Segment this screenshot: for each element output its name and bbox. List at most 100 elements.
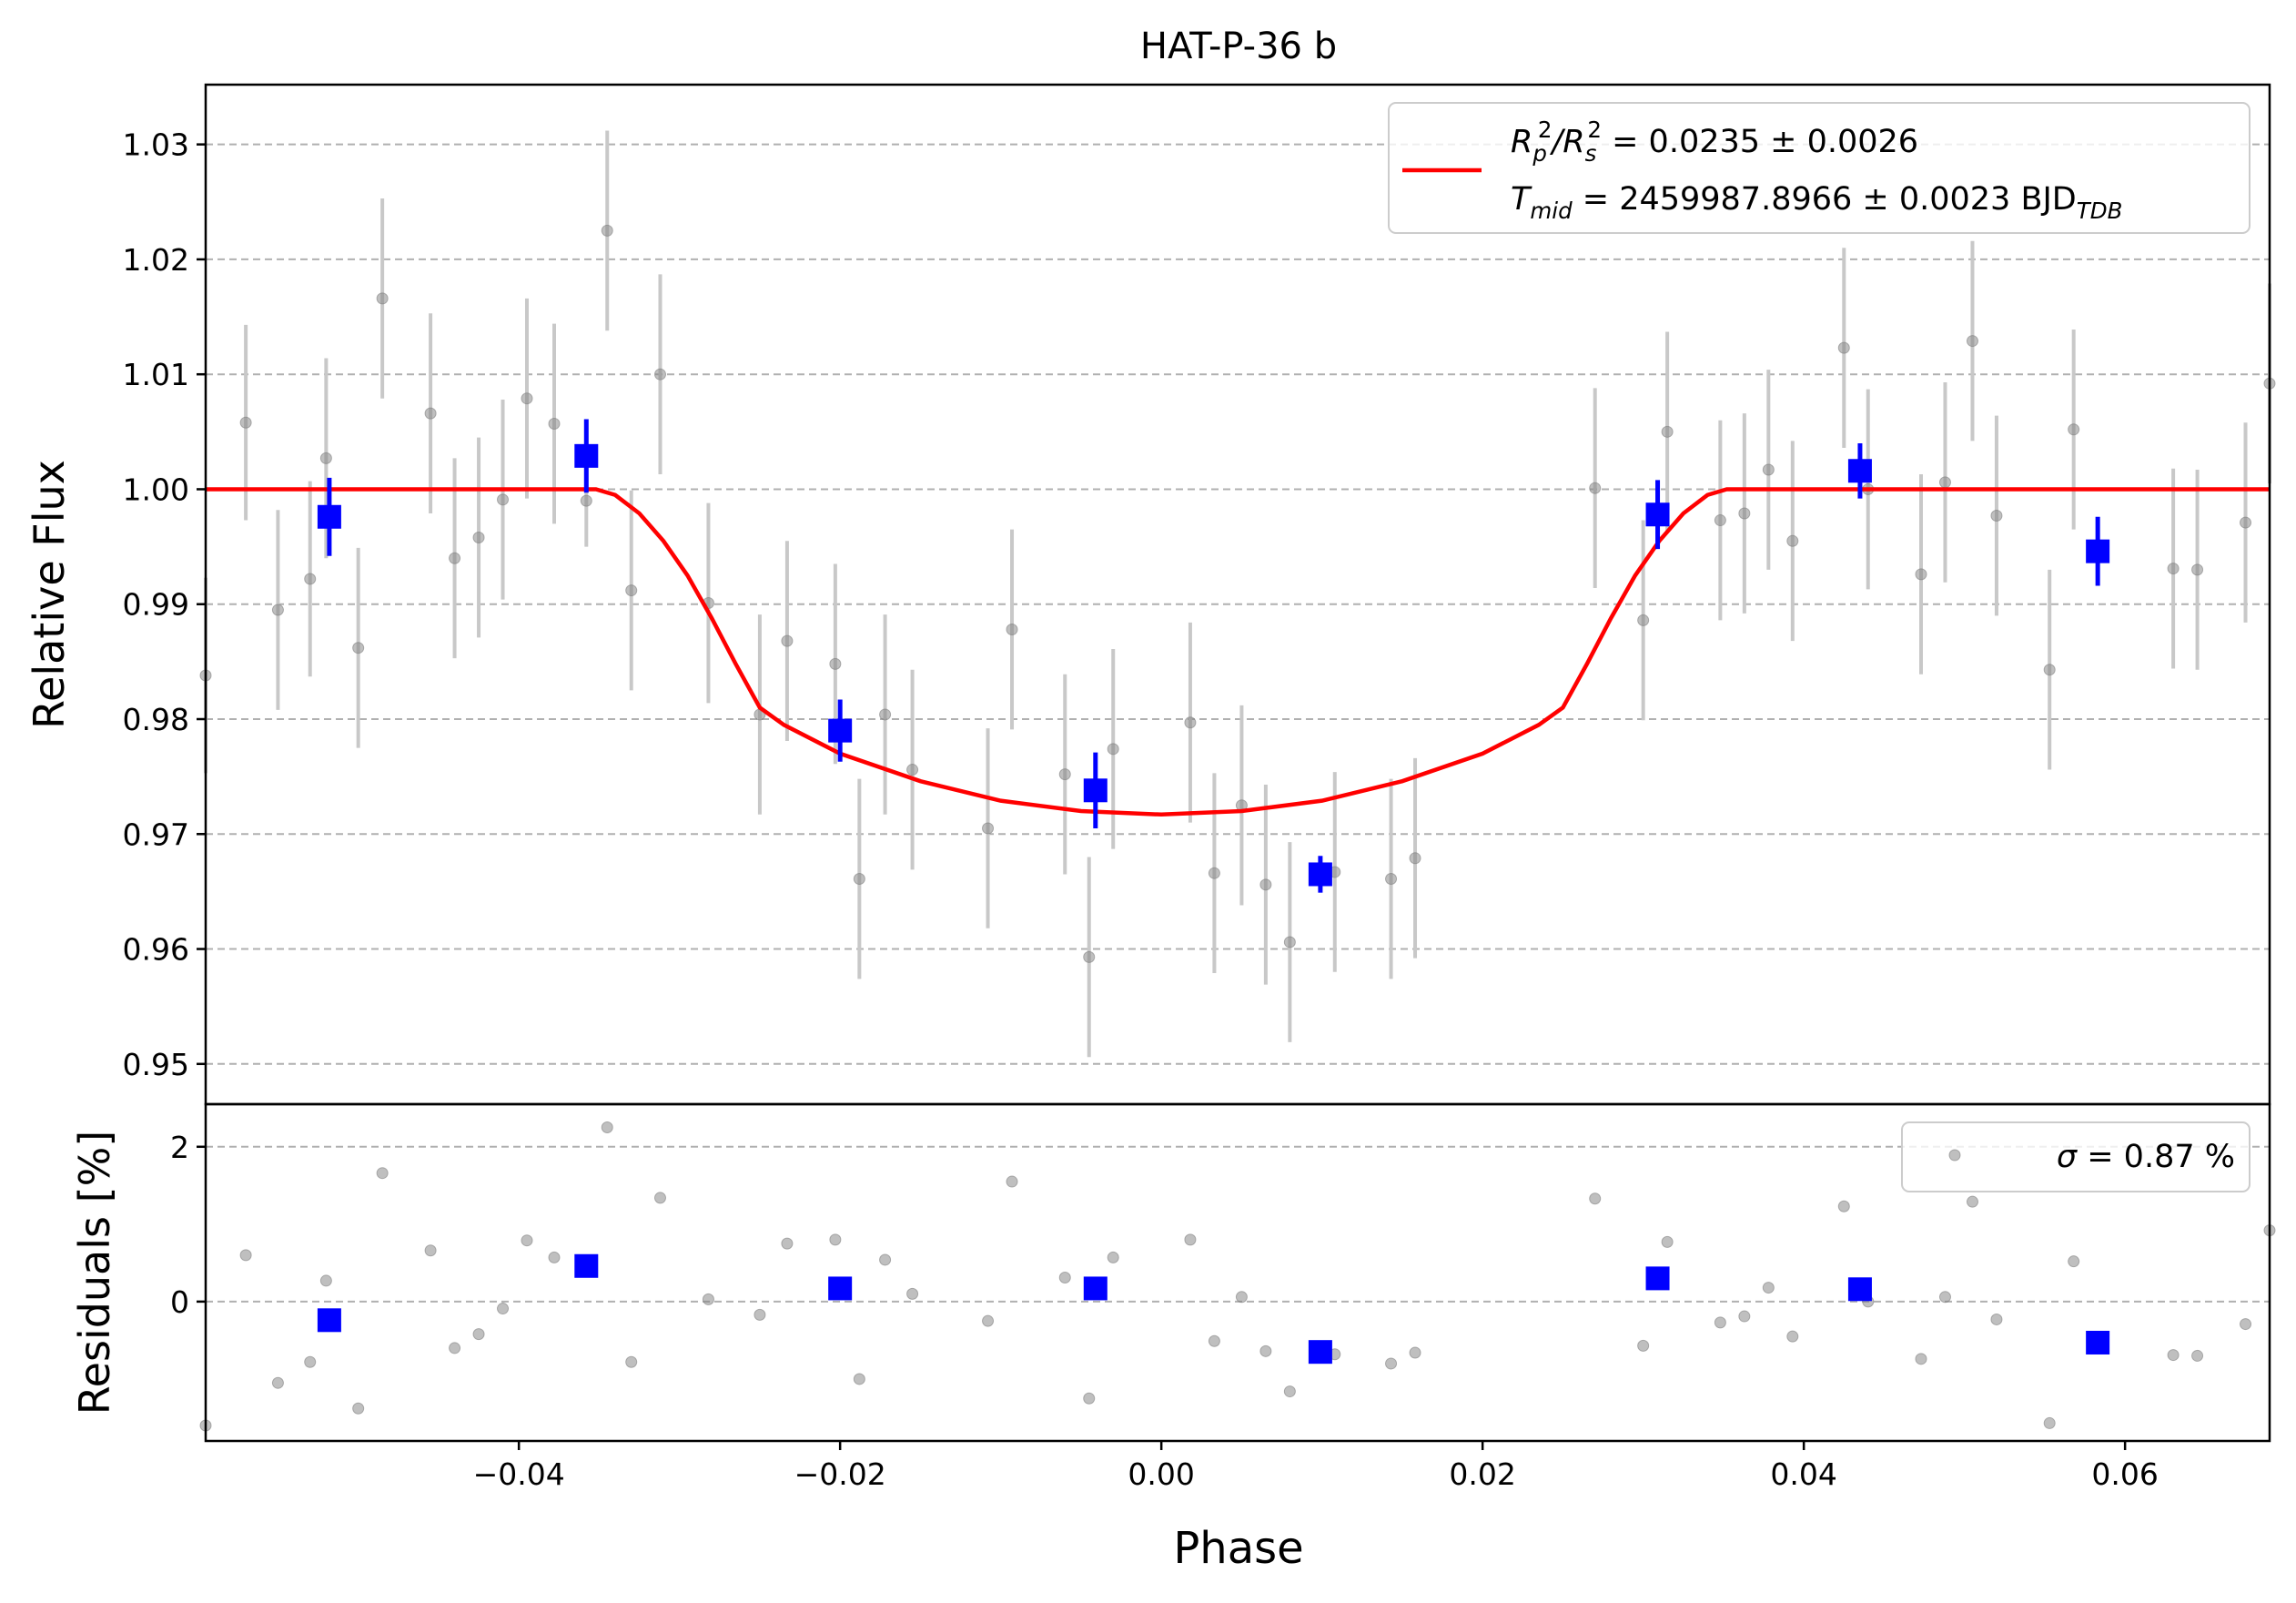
raw-residual [449, 1342, 461, 1354]
model-curve [206, 487, 2270, 817]
binned-point [574, 443, 599, 468]
raw-residual [1058, 1272, 1071, 1284]
raw-point [1714, 514, 1726, 527]
raw-residual [1661, 1235, 1674, 1248]
raw-point [1283, 936, 1296, 949]
raw-point [1006, 624, 1018, 636]
binned-point [1083, 778, 1108, 803]
top-y-tick-label: 0.97 [123, 817, 189, 852]
raw-residual [1006, 1175, 1018, 1188]
raw-residual [319, 1274, 332, 1287]
raw-point [2068, 423, 2080, 436]
top-legend: Rp2/Rs2 = 0.0235 ± 0.0026 Tmid = 2459987… [1388, 102, 2250, 234]
raw-residual [853, 1373, 865, 1385]
raw-point [1966, 335, 1978, 348]
residual-legend-marker [1948, 1149, 1961, 1162]
raw-point [1589, 482, 1602, 494]
top-y-tick-label: 0.99 [123, 587, 189, 623]
raw-residual [2167, 1349, 2180, 1362]
raw-point [1915, 568, 1927, 581]
raw-residual [1938, 1291, 1951, 1304]
raw-residual [1915, 1353, 1927, 1365]
raw-point [653, 368, 666, 380]
bottom-x-axis: −0.04 −0.02 0.00 0.02 0.04 0.06 [473, 1441, 2159, 1492]
raw-residual [352, 1402, 365, 1415]
raw-residual [1107, 1251, 1119, 1263]
raw-residual [982, 1314, 995, 1327]
raw-point [601, 224, 613, 237]
binned-residual [574, 1253, 599, 1278]
raw-residual [754, 1308, 766, 1321]
raw-point [424, 407, 437, 420]
raw-residual [906, 1287, 919, 1300]
binned-residual [1308, 1340, 1332, 1365]
raw-residual [1738, 1310, 1751, 1323]
bottom-y-tick-label: 0 [170, 1284, 189, 1320]
top-y-axis-label: Relative Flux [25, 460, 74, 729]
raw-point [2043, 664, 2056, 676]
raw-residual [1589, 1192, 1602, 1205]
top-y-tick-label: 0.96 [123, 932, 189, 968]
raw-residual [2191, 1349, 2204, 1362]
bottom-raw-residuals [199, 1121, 2276, 1432]
x-tick-label: −0.02 [794, 1456, 886, 1492]
raw-point [1058, 768, 1071, 781]
top-y-tick-label: 0.95 [123, 1047, 189, 1082]
raw-point [2167, 563, 2180, 575]
legend-radius-ratio: Rp2/Rs2 = 0.0235 ± 0.0026 [1511, 117, 1918, 167]
binned-residual [2086, 1330, 2110, 1354]
raw-point [1637, 614, 1650, 626]
raw-point [1762, 463, 1775, 476]
raw-residual [1637, 1339, 1650, 1352]
raw-residual [1966, 1195, 1978, 1208]
raw-point [829, 657, 842, 670]
top-legend-box [1388, 102, 2250, 234]
raw-point [1837, 341, 1850, 354]
raw-point [449, 552, 461, 564]
top-y-tick-label: 0.98 [123, 702, 189, 737]
raw-point [352, 642, 365, 654]
raw-residual [879, 1253, 892, 1266]
raw-residual [497, 1303, 510, 1315]
raw-point [1990, 510, 2003, 522]
binned-point [1847, 459, 1872, 483]
raw-point [906, 764, 919, 776]
raw-residual [239, 1249, 252, 1262]
raw-point [271, 604, 284, 616]
bottom-legend-box [1901, 1121, 2250, 1192]
raw-residual [2043, 1416, 2056, 1429]
raw-residual [781, 1237, 794, 1250]
raw-residual [653, 1192, 666, 1204]
binned-residual [1847, 1277, 1872, 1302]
top-y-axis: 0.95 0.96 0.97 0.98 0.99 1.00 1.01 1.02 1.03 [123, 127, 206, 1082]
raw-point [1208, 867, 1220, 879]
raw-point [781, 634, 794, 647]
raw-residual [304, 1355, 317, 1368]
bottom-legend: σ = 0.87 % [1901, 1121, 2250, 1192]
binned-point [1308, 862, 1332, 887]
top-y-tick-label: 1.03 [123, 127, 189, 163]
raw-residual [1714, 1316, 1726, 1329]
x-tick-label: 0.06 [2091, 1456, 2158, 1492]
raw-residual [1786, 1330, 1799, 1343]
raw-residual [2068, 1255, 2080, 1268]
raw-point [472, 531, 485, 543]
binned-point [2086, 539, 2110, 563]
raw-point [2240, 516, 2252, 529]
top-binned-points [317, 419, 2110, 893]
raw-point [1083, 950, 1096, 963]
legend-mid-transit-time: Tmid = 2459987.8966 ± 0.0023 BJDTDB [1511, 181, 2122, 224]
raw-point [319, 451, 332, 464]
raw-point [1938, 476, 1951, 489]
raw-point [580, 494, 592, 507]
raw-residual [472, 1328, 485, 1341]
raw-residual [521, 1234, 533, 1247]
raw-point [625, 584, 638, 597]
raw-point [1259, 878, 1272, 891]
top-y-tick-label: 1.02 [123, 242, 189, 278]
raw-residual [625, 1355, 638, 1368]
legend-sigma: σ = 0.87 % [2057, 1139, 2235, 1175]
raw-point [879, 708, 892, 721]
raw-point [1661, 425, 1674, 438]
